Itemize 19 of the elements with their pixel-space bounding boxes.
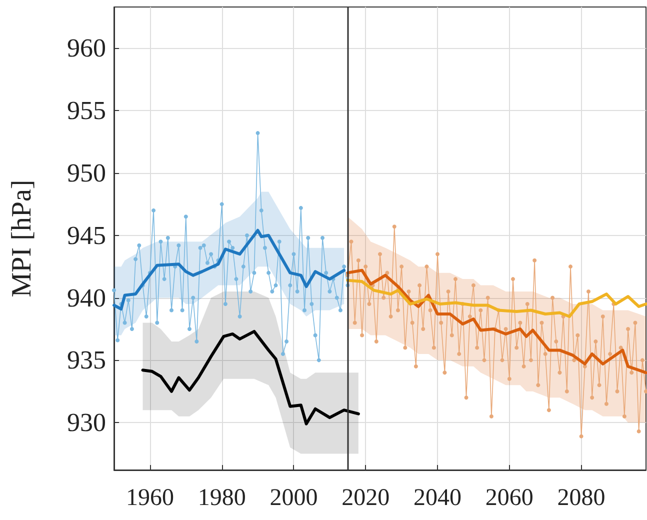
x-tick-label: 2000 [270,485,318,511]
x-tick-label: 2020 [342,485,390,511]
y-tick-label: 945 [67,220,106,250]
line-series [112,228,346,311]
y-tick-label: 955 [67,96,106,126]
x-tick-label: 1960 [126,485,174,511]
x-tick-label: 2080 [557,485,606,511]
y-axis-title: MPI [hPa] [6,180,38,298]
y-tick-label: 935 [67,346,106,375]
y-tick-label: 960 [67,34,106,63]
x-tick-label: 1980 [198,485,246,511]
x-tick-label: 2040 [414,485,462,511]
y-tick-label: 930 [67,408,106,438]
y-tick-label: 940 [67,283,106,312]
x-tick-label: 2060 [485,485,534,511]
line-series [141,330,360,426]
line-series [346,278,647,318]
line-series [346,268,647,374]
y-tick-label: 950 [67,158,106,188]
